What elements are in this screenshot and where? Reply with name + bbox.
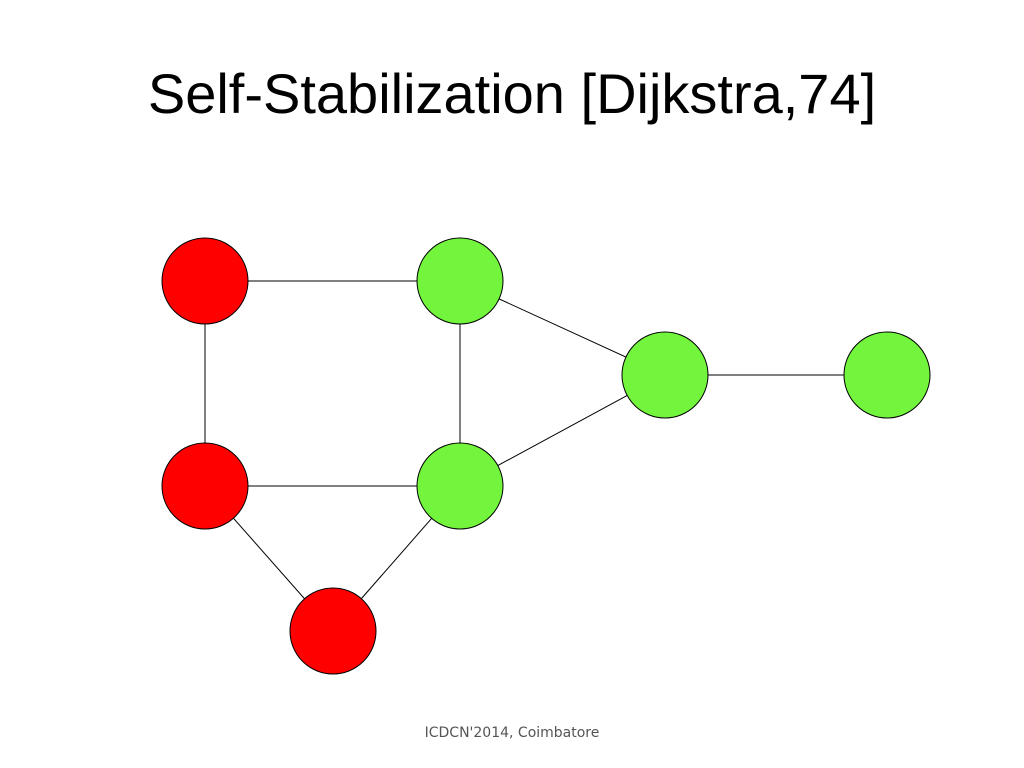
node: [621, 331, 709, 419]
node: [161, 237, 249, 325]
node: [416, 237, 504, 325]
node: [843, 331, 931, 419]
slide-title: Self-Stabilization [Dijkstra,74]: [148, 62, 876, 125]
slide-footer: ICDCN'2014, Coimbatore: [425, 725, 600, 741]
nodes: [161, 237, 931, 675]
node: [416, 442, 504, 530]
node: [289, 587, 377, 675]
node: [161, 442, 249, 530]
edges: [204, 280, 887, 632]
